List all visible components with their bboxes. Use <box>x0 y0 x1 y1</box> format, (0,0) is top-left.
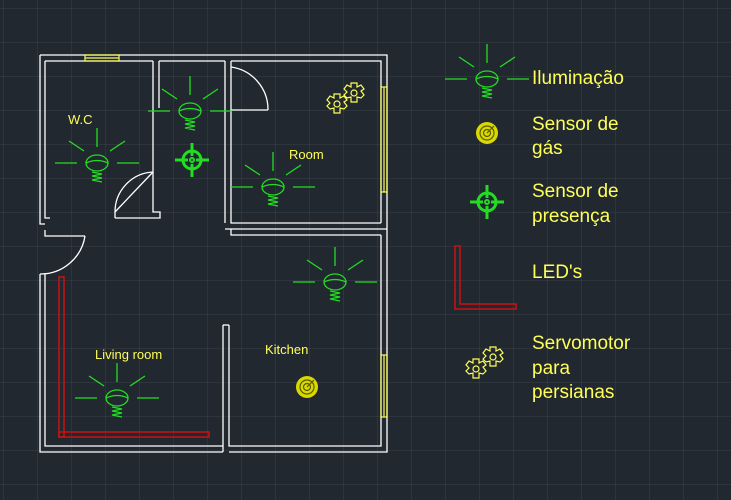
windows <box>84 54 388 418</box>
legend-lighting-label: Iluminação <box>532 68 624 89</box>
room-label-wc: W.C <box>68 112 93 127</box>
gas-sensor-icon <box>295 375 319 399</box>
legend: Iluminação Sensor de gás Sensor de prese… <box>444 43 631 403</box>
ceiling-lamp-icon <box>147 75 233 131</box>
legend-gas-sensor-label-2: gás <box>532 138 563 159</box>
room-label-living-room: Living room <box>95 347 162 362</box>
ceiling-lamp-icon <box>74 362 160 418</box>
legend-servo-label-1: Servomotor <box>532 333 631 354</box>
led-strip <box>58 276 210 438</box>
legend-leds-label: LED's <box>532 262 582 283</box>
legend-gas-sensor-label-1: Sensor de <box>532 114 619 135</box>
legend-servo-label-3: persianas <box>532 382 614 403</box>
presence-sensor-icon <box>173 141 211 179</box>
legend-presence-sensor-icon <box>468 183 506 221</box>
legend-led-strip-icon <box>454 245 517 310</box>
room-label-kitchen: Kitchen <box>265 342 308 357</box>
legend-servo-label-2: para <box>532 358 570 379</box>
legend-gear-servo-icon <box>465 346 504 379</box>
legend-lamp-icon <box>444 43 530 99</box>
room-label-room: Room <box>289 147 324 162</box>
legend-presence-sensor-label-1: Sensor de <box>532 181 619 202</box>
legend-presence-sensor-label-2: presença <box>532 206 611 227</box>
doors <box>39 66 269 275</box>
legend-gas-sensor-icon <box>475 121 499 145</box>
walls <box>39 54 388 453</box>
ceiling-lamp-icon <box>292 246 378 302</box>
gear-servo-icon <box>326 82 365 114</box>
ceiling-lamp-icon <box>54 127 140 183</box>
